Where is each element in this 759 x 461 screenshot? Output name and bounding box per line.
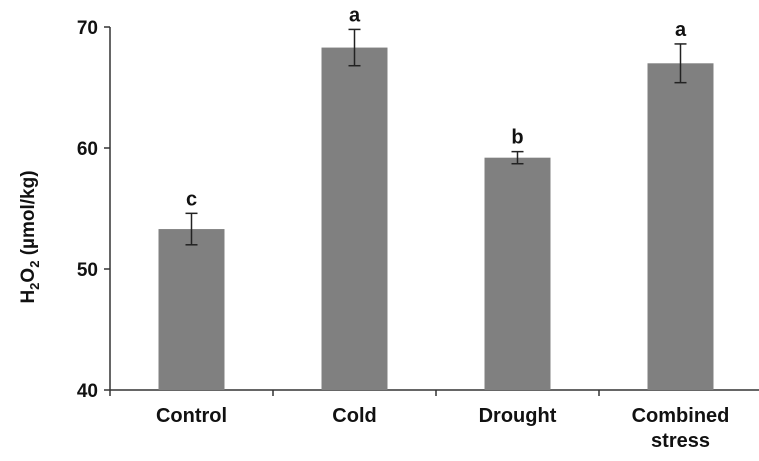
bar-drought xyxy=(484,157,551,390)
category-labels: Control Cold Drought Combined stress xyxy=(156,405,729,452)
category-label: Drought xyxy=(479,405,557,427)
significance-label: c xyxy=(186,188,197,210)
bar-control xyxy=(158,229,225,390)
y-tick-label: 70 xyxy=(77,18,98,39)
y-tick-label: 50 xyxy=(77,260,98,281)
significance-label: b xyxy=(511,127,523,149)
bar-combined-stress xyxy=(647,63,714,391)
y-tick-label: 60 xyxy=(77,139,98,160)
y-axis: 40 50 60 70 xyxy=(77,18,111,402)
x-axis xyxy=(109,389,759,396)
y-tick-label: 40 xyxy=(77,381,98,402)
category-label: Control xyxy=(156,405,227,427)
error-bars xyxy=(185,28,687,246)
y-axis-label: H2O2 (µmol/kg) xyxy=(18,170,42,303)
category-label: Cold xyxy=(332,405,376,427)
significance-labels: c a b a xyxy=(186,4,687,210)
category-label: Combined stress xyxy=(632,405,730,452)
significance-label: a xyxy=(675,19,687,41)
bar-cold xyxy=(321,47,388,390)
bars xyxy=(158,47,714,391)
significance-label: a xyxy=(349,4,361,26)
